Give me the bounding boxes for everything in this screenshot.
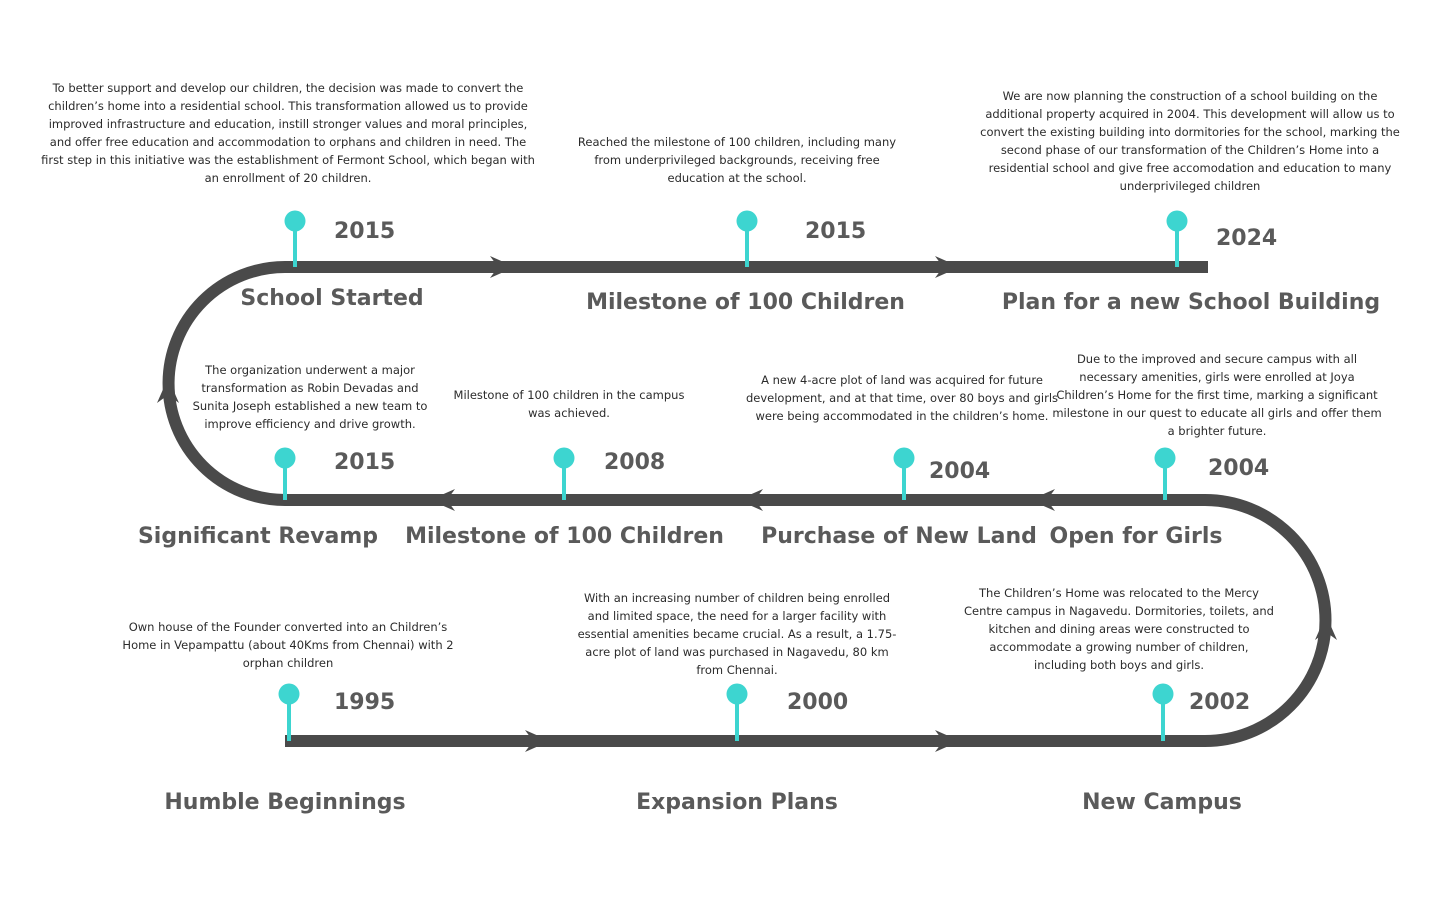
milestone-title: Milestone of 100 Children (586, 290, 905, 315)
milestone-description: Milestone of 100 children in the campus … (453, 388, 685, 420)
location-pin-icon (1166, 210, 1188, 267)
arrow-up-icon (1315, 615, 1337, 640)
location-pin-icon (278, 683, 300, 741)
milestone-title: New Campus (1082, 790, 1242, 815)
arrow-up-icon (157, 378, 179, 403)
location-pin-icon (553, 447, 575, 500)
milestone-description: Reached the milestone of 100 children, i… (577, 135, 897, 185)
milestone-description: The Children’s Home was relocated to the… (964, 586, 1274, 672)
arrow-left-icon (738, 489, 763, 511)
milestone-description: Own house of the Founder converted into … (122, 620, 454, 670)
milestone-year: 2015 (334, 219, 396, 244)
location-pin-icon (1152, 683, 1174, 741)
milestone-year: 2002 (1189, 690, 1251, 715)
arrow-right-icon (490, 256, 515, 278)
milestone-year: 2015 (805, 219, 867, 244)
milestone-year: 2015 (334, 450, 396, 475)
milestone-title: Milestone of 100 Children (405, 524, 724, 549)
milestone-year: 2000 (787, 690, 849, 715)
milestone-title: Purchase of New Land (761, 524, 1037, 549)
arrow-right-icon (935, 730, 960, 752)
arrow-right-icon (525, 730, 550, 752)
milestone-title: School Started (240, 286, 424, 311)
milestone-description: The organization underwent a major trans… (192, 363, 428, 431)
location-pin-icon (726, 683, 748, 741)
milestone-year: 2024 (1216, 226, 1278, 251)
arrow-left-icon (430, 489, 455, 511)
milestone-year: 1995 (334, 690, 396, 715)
milestone-year: 2004 (929, 459, 991, 484)
location-pin-icon (893, 447, 915, 500)
milestone-year: 2008 (604, 450, 666, 475)
milestone-description: We are now planning the construction of … (980, 89, 1400, 193)
milestone-description: Due to the improved and secure campus wi… (1052, 352, 1382, 438)
location-pin-icon (284, 210, 306, 267)
milestone-description: With an increasing number of children be… (577, 591, 897, 677)
milestone-description: To better support and develop our childr… (41, 81, 535, 185)
arrow-left-icon (1030, 489, 1055, 511)
milestone-title: Open for Girls (1049, 524, 1223, 549)
location-pin-icon (736, 210, 758, 267)
milestone-title: Expansion Plans (636, 790, 838, 815)
location-pin-icon (274, 447, 296, 500)
milestone-title: Significant Revamp (137, 524, 379, 549)
timeline-path (162, 261, 1332, 747)
milestone-title: Humble Beginnings (164, 790, 406, 815)
location-pin-icon (1154, 447, 1176, 500)
arrow-right-icon (935, 256, 960, 278)
milestone-year: 2004 (1208, 456, 1270, 481)
milestone-title: Plan for a new School Building (1001, 290, 1381, 315)
milestone-description: A new 4-acre plot of land was acquired f… (745, 373, 1059, 423)
